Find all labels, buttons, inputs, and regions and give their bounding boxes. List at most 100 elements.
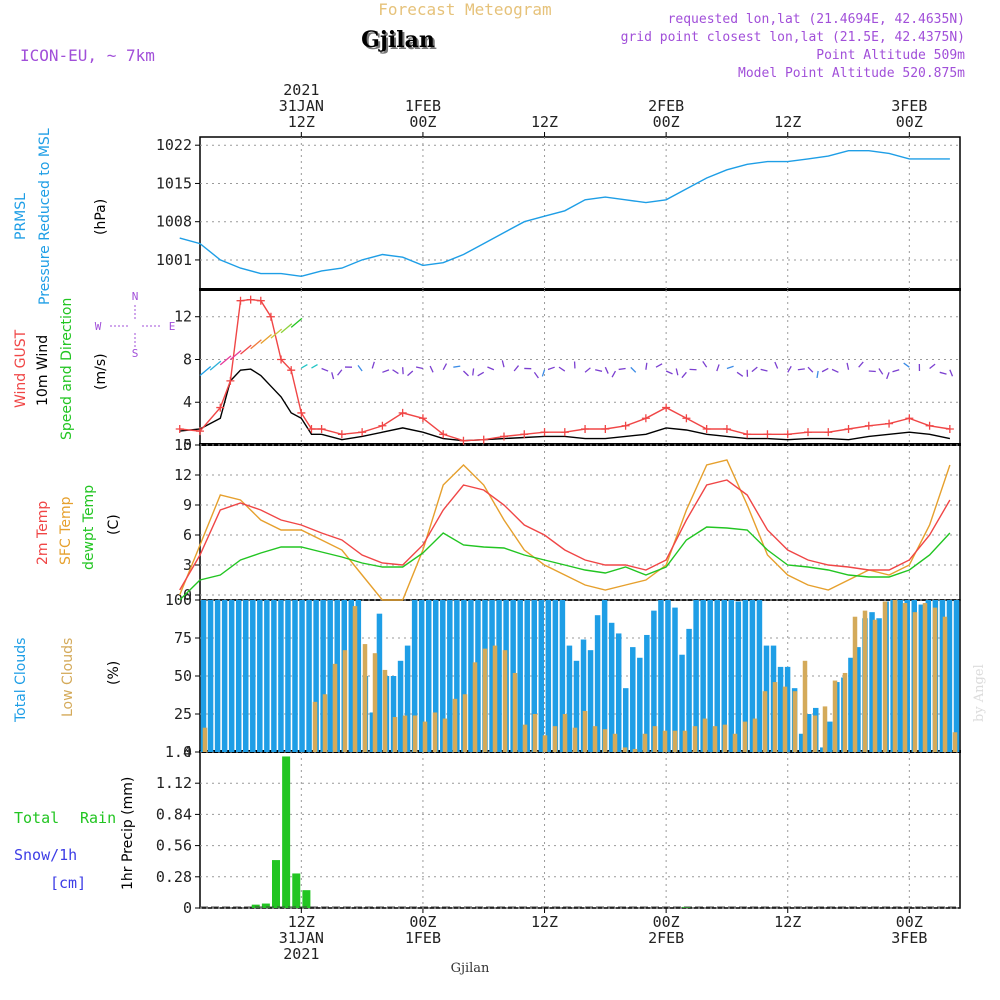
wind-ytick-label: 4: [183, 393, 192, 411]
temp-panel-frame: [199, 444, 961, 601]
total-cloud-bar: [749, 600, 756, 752]
gust-marker: [378, 421, 387, 430]
low-cloud-bar: [522, 724, 528, 752]
wind-arrow: [541, 369, 546, 377]
top-tick-label: 00Z: [409, 113, 436, 131]
bottom-tick-label: 00Z: [653, 913, 680, 931]
total-cloud-bar: [735, 601, 742, 752]
gust-marker: [287, 366, 296, 375]
total-cloud-bar: [475, 600, 481, 752]
wind-arrow: [903, 362, 910, 368]
total-cloud-bar: [897, 600, 903, 752]
temp-ytick-label: 0: [183, 586, 192, 604]
total-cloud-bar: [658, 600, 664, 752]
total-clouds-label: Total Clouds: [13, 638, 29, 723]
low-cloud-bar: [682, 730, 688, 752]
wind-arrow: [219, 355, 232, 366]
wind-arrow: [209, 360, 222, 371]
gust-marker: [905, 414, 914, 423]
wind-arrow: [878, 368, 884, 375]
low-cloud-bar: [532, 714, 538, 752]
total-cloud-bar: [594, 615, 601, 752]
wind-arrow: [429, 365, 434, 373]
wind-arrow: [736, 371, 744, 377]
temp-ytick-label: 3: [183, 556, 192, 574]
gust-marker: [844, 424, 853, 433]
gust-marker: [560, 428, 569, 437]
compass-n: N: [132, 290, 139, 303]
pressure-label-prmsl: PRMSL: [13, 193, 29, 240]
gust-marker: [277, 355, 286, 364]
wind-arrow: [774, 361, 779, 369]
total-cloud-bar: [601, 600, 608, 752]
gust-marker: [307, 424, 316, 433]
compass-s: S: [132, 347, 139, 360]
precip-ytick-label: 0: [183, 899, 192, 917]
2m-temp-line: [179, 479, 951, 591]
clouds-ytick-label: 0: [183, 743, 192, 761]
low-cloud-bar: [342, 650, 348, 752]
low-cloud-bar: [382, 669, 388, 752]
wind-arrow: [807, 366, 814, 373]
temp-ytick-label: 9: [183, 496, 192, 514]
low-cloud-bar: [922, 603, 928, 752]
total-cloud-bar: [376, 613, 383, 752]
snow-unit-label: [cm]: [50, 874, 86, 892]
total-cloud-bar: [679, 654, 685, 752]
total-cloud-bar: [848, 657, 854, 752]
wind-arrow: [665, 370, 673, 375]
wind-arrow: [392, 369, 399, 375]
gust-marker: [662, 403, 671, 412]
temp-unit: (C): [106, 514, 122, 535]
total-cloud-bar: [939, 600, 946, 752]
total-cloud-bar: [777, 666, 784, 752]
wind-arrow: [371, 361, 375, 369]
wind-arrow: [337, 369, 343, 376]
low-cloud-bar: [882, 601, 888, 752]
total-cloud-bar: [390, 676, 397, 752]
gust-marker: [256, 296, 265, 305]
wind-arrow: [301, 363, 308, 369]
total-label: Total: [14, 809, 59, 827]
total-cloud-bar: [721, 600, 728, 752]
total-cloud-bar: [221, 600, 228, 752]
total-cloud-bar: [714, 600, 720, 752]
low-cloud-bar: [562, 714, 568, 752]
low-cloud-bar: [832, 680, 838, 752]
wind-arrow: [929, 363, 936, 369]
total-cloud-bar: [397, 660, 404, 752]
total-cloud-bar: [369, 712, 376, 752]
wind-arrow: [407, 370, 414, 377]
location-shadow: Gjilan: [363, 29, 437, 55]
wind-arrow: [584, 367, 591, 373]
pressure-ytick-label: 1015: [156, 174, 192, 192]
low-cloud-bar: [452, 698, 458, 752]
total-cloud-bar: [665, 600, 671, 752]
low-cloud-bar: [732, 733, 738, 752]
low-cloud-bar: [912, 612, 918, 752]
low-cloud-bar: [632, 748, 638, 752]
wind-arrow: [558, 366, 566, 372]
low-cloud-bar: [772, 682, 778, 752]
wind-arrow: [357, 364, 363, 372]
low-clouds-label: Low Clouds: [60, 638, 76, 717]
total-cloud-bar: [742, 600, 749, 752]
total-cloud-bar: [686, 628, 692, 752]
clouds-unit: (%): [106, 661, 122, 685]
sfc-temp-line: [179, 459, 951, 601]
gust-marker: [783, 430, 792, 439]
credit: by Angel: [972, 664, 987, 722]
gust-marker: [398, 408, 407, 417]
wind-arrow: [533, 371, 539, 379]
total-cloud-bar: [925, 600, 932, 752]
total-cloud-bar: [580, 639, 587, 752]
temp-sfc-label: SFC Temp: [58, 496, 74, 565]
wind-arrow: [611, 370, 617, 378]
wind-arrow: [716, 364, 720, 372]
grid-point-lonlat: grid point closest lon,lat (21.5E, 42.43…: [621, 30, 965, 45]
wind-arrow: [442, 363, 448, 371]
model-label: ICON-EU, ~ 7km: [20, 46, 155, 65]
low-cloud-bar: [622, 747, 628, 752]
gust-marker: [581, 424, 590, 433]
low-cloud-bar: [872, 619, 878, 752]
